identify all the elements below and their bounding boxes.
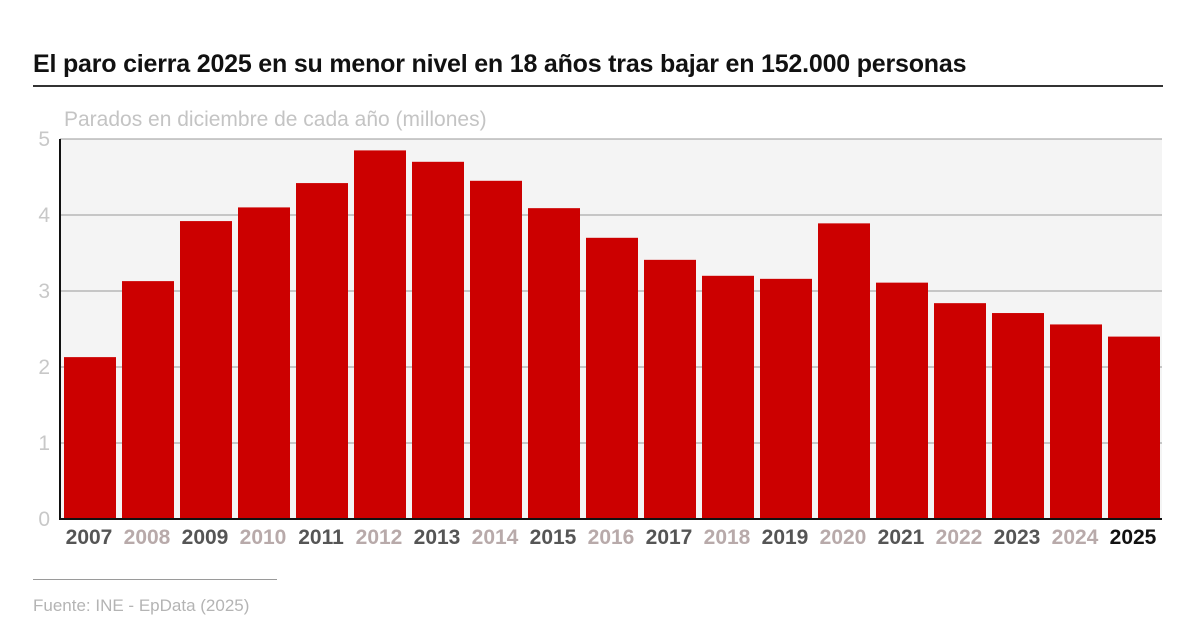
x-tick-label-2024: 2024 [1052,526,1099,549]
bar-2021 [876,282,928,519]
y-axis-ticks: 0 1 2 3 4 5 [38,128,50,531]
bar-2015 [528,208,580,519]
y-tick-label: 4 [38,204,50,227]
x-tick-label-2022: 2022 [936,526,983,549]
bar-2019 [760,278,812,519]
bars [64,150,1160,520]
source-note: Fuente: INE - EpData (2025) [33,596,250,615]
bar-2018 [702,275,754,519]
x-tick-label-2016: 2016 [588,526,635,549]
bar-2025 [1108,336,1160,519]
bar-2014 [470,180,522,520]
bar-2012 [354,150,406,519]
x-tick-label-2011: 2011 [298,526,344,549]
chart-subtitle: Parados en diciembre de cada año (millon… [64,108,487,131]
bar-2010 [238,207,290,519]
x-tick-label-2015: 2015 [530,526,577,549]
x-tick-label-2014: 2014 [472,526,519,549]
x-tick-label-2025: 2025 [1110,526,1157,549]
bar-2007 [64,357,116,519]
chart-title: El paro cierra 2025 en su menor nivel en… [33,50,967,78]
bar-2022 [934,303,986,519]
x-tick-label-2020: 2020 [820,526,867,549]
bar-2009 [180,221,232,519]
bar-2017 [644,259,696,519]
bar-2016 [586,237,638,520]
x-tick-label-2021: 2021 [878,526,925,549]
x-tick-label-2009: 2009 [182,526,229,549]
x-tick-label-2018: 2018 [704,526,751,549]
x-tick-label-2019: 2019 [762,526,809,549]
y-tick-label: 1 [38,432,50,455]
bar-2011 [296,183,348,519]
y-tick-label: 3 [38,280,50,303]
y-tick-label: 2 [38,356,50,379]
bar-2008 [122,281,174,519]
title-divider [33,85,1163,87]
y-tick-label: 5 [38,128,50,151]
x-tick-label-2013: 2013 [414,526,461,549]
bar-2013 [412,161,464,520]
x-tick-label-2023: 2023 [994,526,1041,549]
x-tick-label-2010: 2010 [240,526,287,549]
x-tick-label-2012: 2012 [356,526,403,549]
x-tick-label-2007: 2007 [66,526,113,549]
source-divider [33,579,277,580]
bar-2024 [1050,324,1102,519]
bar-2023 [992,313,1044,519]
x-axis-ticks: 2007 2008 2009 2010 2011 2012 2013 2014 2015 2016… [66,526,1157,549]
y-tick-label: 0 [38,508,50,531]
x-tick-label-2017: 2017 [646,526,693,549]
x-tick-label-2008: 2008 [124,526,171,549]
bar-2020 [818,223,870,520]
